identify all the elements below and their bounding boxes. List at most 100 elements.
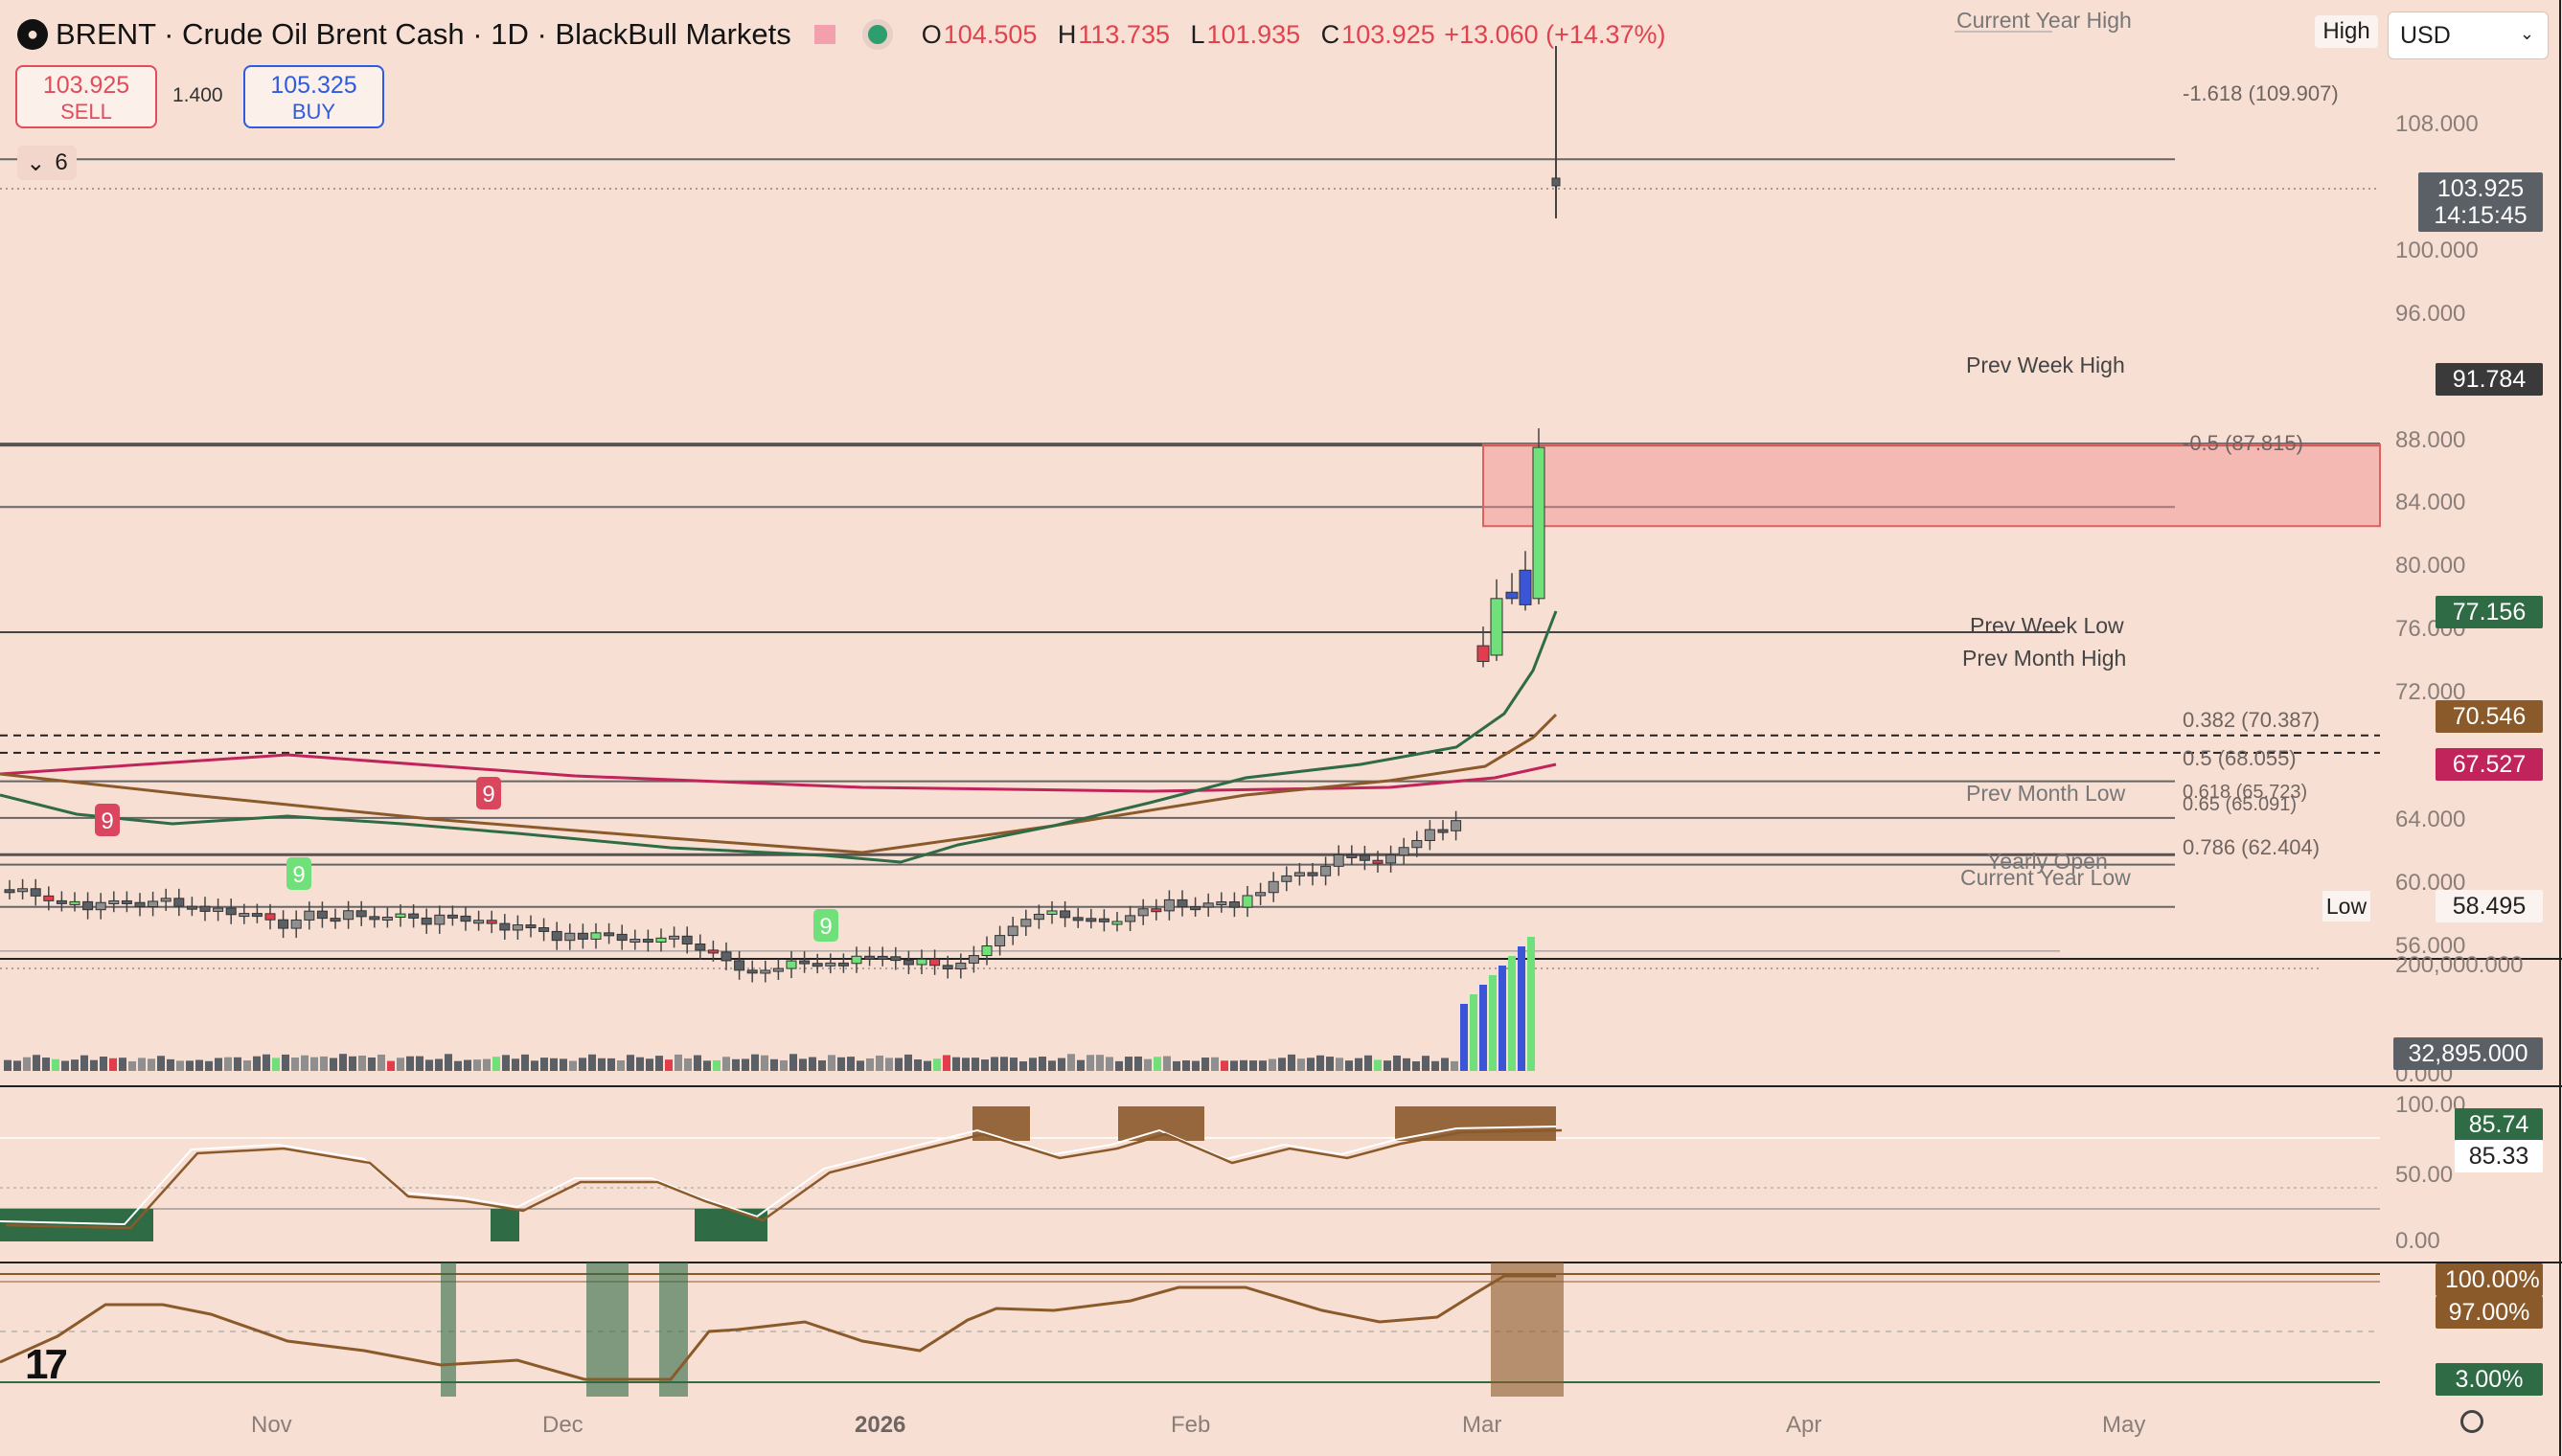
stoch-oversold-zone [695, 1209, 767, 1241]
candle-body [264, 913, 276, 921]
fib-level-0382: 0.382 (70.387) [2183, 708, 2321, 732]
volume-bar [1489, 975, 1497, 1071]
volume-bar [435, 1058, 443, 1071]
market-status-dot-icon [861, 19, 893, 50]
volume-bar [732, 1058, 740, 1071]
volume-bar [1201, 1058, 1209, 1071]
volume-bar [1508, 956, 1516, 1071]
candle-body [1293, 872, 1305, 876]
volume-bar [1269, 1058, 1276, 1071]
volume-bar [1460, 1004, 1468, 1071]
candle-body [1385, 854, 1397, 864]
stoch-axis-bottom: 0.00 [2395, 1228, 2440, 1254]
indicators-collapse-button[interactable]: ⌄ 6 [17, 146, 77, 180]
osc-lower-label: 3.00% [2436, 1363, 2543, 1396]
fib-level-0786: 0.786 (62.404) [2183, 835, 2321, 859]
candle-body [707, 949, 719, 954]
osc-low-zone [441, 1263, 456, 1397]
volume-bar [483, 1058, 491, 1071]
candle-body [1398, 847, 1409, 856]
candle-body [225, 907, 237, 916]
candle-body [473, 920, 485, 924]
candle-body [1532, 446, 1545, 600]
volume-bar [492, 1057, 500, 1071]
stoch-k-label: 85.74 [2455, 1108, 2543, 1141]
volume-bar [512, 1058, 519, 1071]
candle-body [590, 932, 602, 940]
x-tick-feb: Feb [1171, 1412, 1211, 1438]
volume-bar [148, 1058, 155, 1071]
candle-body [629, 939, 641, 944]
volume-bar [90, 1059, 98, 1071]
prev-week-high-label: 91.784 [2436, 363, 2543, 396]
candle-body [1177, 899, 1188, 908]
currency-select[interactable]: USD ⌄ [2388, 11, 2549, 59]
candle-body [772, 967, 784, 972]
volume-bar [406, 1056, 414, 1071]
volume-bar [1364, 1055, 1372, 1071]
volume-bar [1326, 1057, 1334, 1071]
flag-icon[interactable] [813, 25, 835, 44]
volume-bar [933, 1058, 941, 1071]
candle-body [95, 901, 106, 911]
candle-body [1346, 853, 1358, 858]
chevron-down-icon: ⌄ [2519, 24, 2534, 43]
low-label: Low [2322, 891, 2370, 921]
candle-body [577, 932, 588, 940]
candle-body [1216, 900, 1227, 905]
volume-bar [1345, 1060, 1353, 1071]
sell-button[interactable]: 103.925 SELL [15, 65, 157, 128]
volume-bar [742, 1058, 749, 1071]
volume-bar [339, 1054, 347, 1071]
candle-body [173, 898, 185, 907]
volume-bar [157, 1056, 165, 1071]
volume-bar [684, 1058, 692, 1071]
volume-bar [828, 1055, 835, 1071]
candle-body [1333, 853, 1344, 867]
volume-bar [885, 1058, 893, 1071]
candle-body [1372, 859, 1384, 864]
volume-bar [1384, 1060, 1391, 1071]
volume-bar [320, 1056, 328, 1071]
candle-body [355, 910, 367, 918]
volume-bar [722, 1057, 730, 1071]
volume-bar [636, 1057, 644, 1071]
candle-body [499, 922, 511, 931]
osc-upper-label: 97.00% [2436, 1296, 2543, 1329]
candle-body [343, 910, 355, 921]
candle-body [17, 888, 29, 893]
candle-body [734, 960, 745, 971]
candle-body [148, 900, 159, 907]
volume-bar [1336, 1058, 1343, 1071]
volume-bar [387, 1060, 395, 1071]
volume-bar [1288, 1054, 1295, 1071]
volume-bar [291, 1058, 299, 1071]
volume-bar [42, 1058, 50, 1071]
candle-body [786, 960, 797, 969]
high-label: High [2315, 15, 2378, 48]
y-tick: 72.000 [2395, 679, 2466, 705]
volume-bar [799, 1058, 807, 1071]
settings-gear-icon[interactable] [2460, 1410, 2483, 1433]
volume-bar [1087, 1055, 1094, 1071]
candle-body [199, 905, 211, 912]
volume-bar [1173, 1060, 1180, 1071]
buy-button[interactable]: 105.325 BUY [243, 65, 384, 128]
volume-bar [857, 1060, 864, 1071]
y-tick: 84.000 [2395, 489, 2466, 515]
candle-body [1137, 908, 1149, 917]
candle-body [1451, 820, 1462, 831]
candle-body [799, 960, 811, 965]
candle-body [134, 901, 146, 907]
volume-bar [1154, 1057, 1161, 1071]
candle-body [278, 919, 289, 929]
volume-bar [876, 1055, 883, 1071]
symbol-title[interactable]: BRENT · Crude Oil Brent Cash · 1D · Blac… [56, 17, 791, 51]
volume-bar [195, 1059, 203, 1071]
candle-body [551, 930, 562, 942]
volume-value-label: 32,895.000 [2393, 1037, 2543, 1070]
candle-body [746, 969, 758, 974]
volume-bar [397, 1058, 404, 1071]
td-marker-label: 9 [101, 808, 113, 834]
